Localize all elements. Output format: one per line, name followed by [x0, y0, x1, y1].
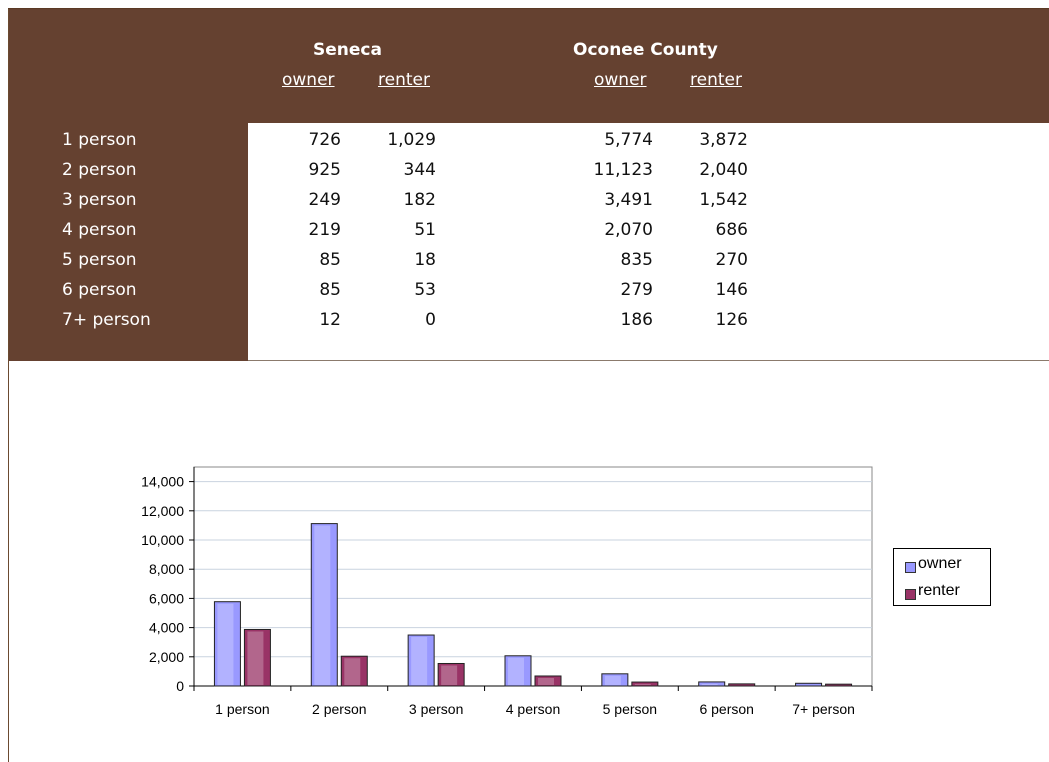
table-cell: 1,542	[699, 190, 748, 210]
table-cell: 726	[308, 130, 341, 150]
row-label: 4 person	[62, 220, 137, 240]
table-cell: 3,491	[604, 190, 653, 210]
table-cell: 85	[319, 280, 341, 300]
table-cell: 3,872	[699, 130, 748, 150]
table-cell: 925	[308, 160, 341, 180]
group-header-seneca: Seneca	[313, 40, 382, 60]
bar-highlight	[247, 631, 264, 685]
bar-highlight	[508, 657, 524, 685]
table-cell: 0	[425, 310, 436, 330]
y-tick-label: 2,000	[149, 649, 184, 665]
col-header-oconee-renter: renter	[690, 70, 742, 90]
table-cell: 279	[620, 280, 653, 300]
x-tick-label: 3 person	[409, 701, 463, 717]
bar-renter	[437, 662, 465, 687]
table-values-area	[248, 123, 1049, 360]
table-cell: 270	[715, 250, 748, 270]
top-border	[8, 8, 1049, 9]
bar-owner	[698, 681, 726, 687]
bar-renter	[243, 628, 271, 687]
table-cell: 835	[620, 250, 653, 270]
y-tick-label: 4,000	[149, 620, 184, 636]
table-cell: 11,123	[593, 160, 653, 180]
y-tick-label: 14,000	[141, 474, 184, 490]
x-tick-label: 2 person	[312, 701, 366, 717]
x-tick-label: 1 person	[215, 701, 269, 717]
col-header-oconee-owner: owner	[594, 70, 647, 90]
bar-highlight	[634, 684, 651, 685]
table-cell: 182	[403, 190, 436, 210]
row-label: 7+ person	[62, 310, 151, 330]
bar-highlight	[411, 637, 428, 685]
legend-swatch-renter	[905, 589, 916, 600]
bar-renter	[631, 681, 659, 687]
bar-owner	[310, 523, 338, 687]
bar-owner	[504, 655, 532, 687]
table-cell: 1,029	[387, 130, 436, 150]
table-cell: 146	[715, 280, 748, 300]
group-header-oconee: Oconee County	[573, 40, 718, 60]
bar-highlight	[441, 665, 458, 685]
col-header-seneca-renter: renter	[378, 70, 430, 90]
table-cell: 2,070	[604, 220, 653, 240]
table-cell: 51	[414, 220, 436, 240]
y-tick-label: 12,000	[141, 503, 184, 519]
table-cell: 53	[414, 280, 436, 300]
table-cell: 344	[403, 160, 436, 180]
row-label: 6 person	[62, 280, 137, 300]
table-cell: 219	[308, 220, 341, 240]
table-cell: 686	[715, 220, 748, 240]
row-label: 2 person	[62, 160, 137, 180]
x-tick-label: 6 person	[699, 701, 753, 717]
table-cell: 18	[414, 250, 436, 270]
bar-owner	[213, 601, 241, 687]
table-bottom-rule	[248, 360, 1049, 361]
x-tick-label: 5 person	[603, 701, 657, 717]
y-tick-label: 6,000	[149, 590, 184, 606]
row-label: 1 person	[62, 130, 137, 150]
table-cell: 12	[319, 310, 341, 330]
bar-highlight	[538, 677, 554, 685]
bar-highlight	[701, 683, 718, 685]
bar-renter	[340, 655, 368, 687]
y-tick-label: 0	[176, 678, 184, 694]
table-cell: 5,774	[604, 130, 653, 150]
bar-owner	[795, 682, 823, 687]
bar-highlight	[217, 603, 234, 685]
table-cell: 186	[620, 310, 653, 330]
bar-renter	[534, 675, 562, 687]
bar-owner	[601, 673, 629, 687]
bar-renter	[728, 683, 756, 687]
y-tick-label: 10,000	[141, 532, 184, 548]
table-cell: 85	[319, 250, 341, 270]
col-header-seneca-owner: owner	[282, 70, 335, 90]
x-tick-label: 4 person	[506, 701, 560, 717]
row-label: 3 person	[62, 190, 137, 210]
chart-legend: owner renter	[893, 548, 991, 606]
left-border	[8, 8, 9, 762]
table-cell: 2,040	[699, 160, 748, 180]
legend-label-owner: owner	[918, 555, 962, 572]
bar-highlight	[344, 658, 361, 685]
legend-label-renter: renter	[918, 582, 960, 599]
bar-highlight	[604, 675, 621, 685]
bar-highlight	[314, 525, 331, 685]
table-cell: 249	[308, 190, 341, 210]
bar-renter	[825, 683, 853, 687]
plot-area	[193, 466, 873, 687]
row-label: 5 person	[62, 250, 137, 270]
y-tick-label: 8,000	[149, 561, 184, 577]
table-cell: 126	[715, 310, 748, 330]
x-tick-label: 7+ person	[792, 701, 855, 717]
legend-swatch-owner	[905, 562, 916, 573]
bar-owner	[407, 634, 435, 687]
